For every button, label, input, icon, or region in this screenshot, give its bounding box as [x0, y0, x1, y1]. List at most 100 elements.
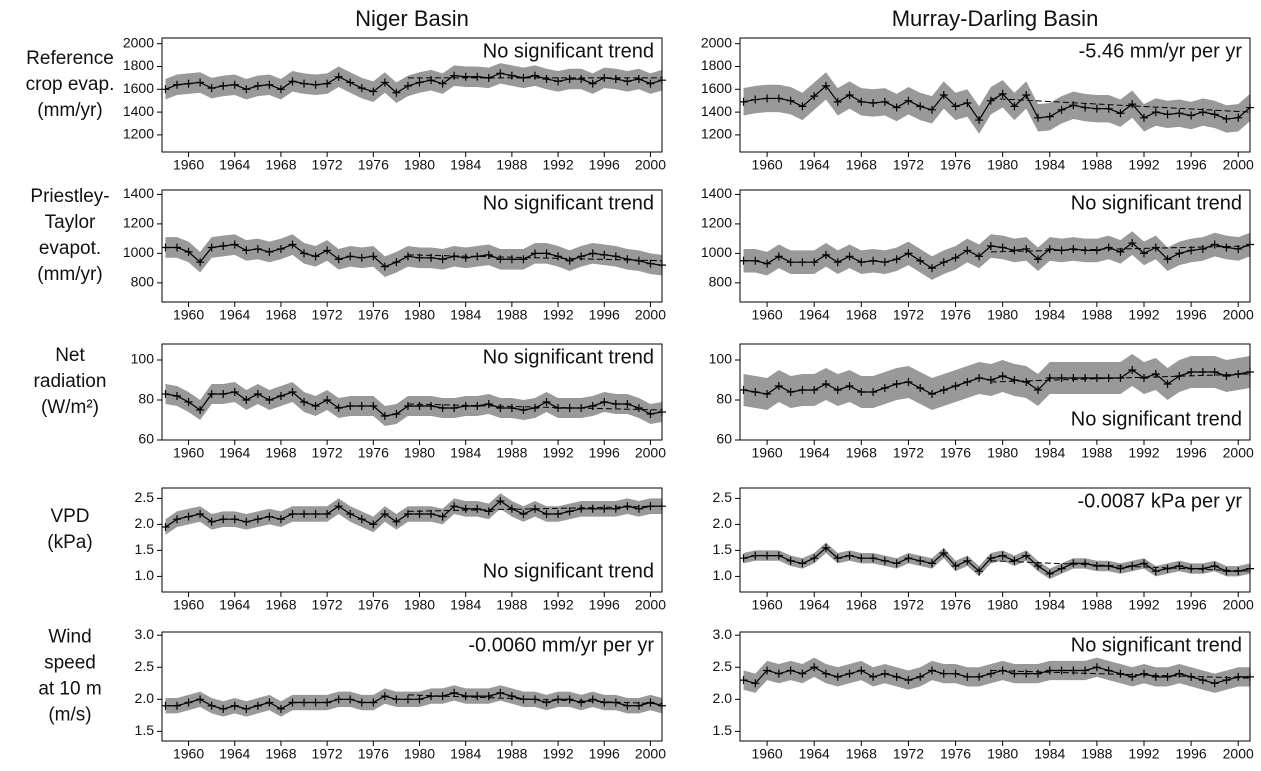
data-marker: [1198, 564, 1207, 573]
data-marker: [461, 692, 470, 701]
data-marker: [975, 672, 984, 681]
data-marker: [821, 543, 830, 552]
x-tick-label: 1960: [752, 307, 783, 323]
x-tick-label: 1996: [1176, 157, 1207, 173]
data-marker: [975, 116, 984, 125]
data-marker: [219, 390, 228, 398]
data-marker: [554, 510, 563, 518]
y-tick-label: 80: [138, 391, 154, 407]
data-marker: [810, 554, 819, 563]
data-marker: [577, 504, 586, 513]
trend-line: [990, 373, 1251, 383]
y-tick-label: 3.0: [135, 626, 155, 642]
data-marker: [173, 80, 182, 89]
data-marker: [857, 388, 866, 396]
data-marker: [963, 556, 972, 565]
data-marker: [369, 252, 378, 261]
x-tick-label: 1960: [173, 445, 204, 461]
x-tick-label: 1980: [404, 307, 435, 323]
x-tick-label: 1988: [1081, 746, 1112, 762]
plot-frame: [161, 343, 663, 441]
x-tick-label: 1968: [846, 597, 877, 613]
uncertainty-band: [165, 685, 662, 717]
data-marker: [1163, 672, 1172, 681]
data-marker: [242, 704, 251, 713]
data-marker: [461, 72, 470, 81]
x-tick-label: 1996: [589, 746, 620, 762]
data-marker: [253, 244, 262, 253]
data-marker: [369, 698, 378, 707]
trend-line: [990, 560, 1251, 572]
annotation: No significant trend: [1071, 192, 1242, 214]
y-tick-label: 1800: [123, 57, 154, 73]
x-tick-label: 1980: [404, 746, 435, 762]
data-marker: [1234, 672, 1243, 681]
y-tick-label: 1400: [701, 185, 732, 201]
data-marker: [927, 559, 936, 568]
x-tick-label: 1996: [589, 307, 620, 323]
data-marker: [798, 258, 807, 267]
data-marker: [196, 406, 205, 414]
x-tick-label: 1996: [1176, 307, 1207, 323]
data-marker: [600, 250, 609, 259]
data-marker: [845, 382, 854, 390]
data-marker: [1151, 672, 1160, 681]
data-marker: [1140, 249, 1148, 258]
x-tick-label: 1976: [940, 597, 971, 613]
data-marker: [927, 666, 936, 675]
data-marker: [1128, 366, 1137, 374]
data-marker: [196, 78, 205, 87]
data-marker: [380, 412, 389, 420]
data-marker: [496, 497, 505, 505]
x-tick-label: 1964: [219, 597, 250, 613]
data-marker: [288, 510, 297, 518]
data-marker: [554, 404, 563, 412]
trend-line: [990, 245, 1251, 253]
data-marker: [300, 398, 309, 406]
data-marker: [276, 244, 285, 253]
data-marker: [565, 256, 574, 265]
x-tick-label: 1992: [542, 307, 573, 323]
row-label: radiation: [34, 371, 107, 392]
x-tick-label: 1976: [358, 597, 389, 613]
y-tick-label: 60: [716, 431, 732, 447]
data-marker: [1234, 113, 1243, 122]
data-marker: [1081, 246, 1090, 255]
data-marker: [1116, 109, 1125, 118]
data-marker: [786, 666, 795, 675]
y-tick-label: 1.5: [135, 722, 155, 738]
data-marker: [739, 256, 748, 265]
annotation: No significant trend: [483, 560, 654, 582]
data-marker: [1057, 374, 1066, 382]
data-marker: [438, 512, 447, 521]
x-tick-label: 1964: [219, 307, 250, 323]
data-marker: [369, 87, 378, 96]
data-marker: [484, 250, 493, 259]
x-tick-label: 1996: [589, 597, 620, 613]
x-tick-label: 1976: [940, 307, 971, 323]
data-marker: [196, 510, 205, 518]
data-marker: [623, 400, 632, 408]
data-marker: [323, 246, 332, 255]
x-tick-label: 1980: [987, 746, 1018, 762]
data-marker: [276, 704, 285, 713]
data-marker: [1057, 105, 1066, 114]
data-marker: [869, 98, 878, 107]
data-marker: [751, 679, 760, 688]
x-tick-label: 1988: [496, 597, 527, 613]
row-label: at 10 m: [38, 679, 101, 700]
data-marker: [1198, 368, 1207, 376]
data-marker: [392, 88, 401, 97]
data-marker: [798, 669, 807, 678]
plot-frame: [161, 487, 663, 593]
row-label: (mm/yr): [37, 264, 102, 285]
x-tick-label: 1976: [940, 746, 971, 762]
data-marker: [634, 75, 643, 84]
row-label: Wind: [48, 627, 91, 648]
x-tick-label: 1964: [799, 157, 830, 173]
data-marker: [496, 688, 505, 697]
y-tick-label: 3.0: [713, 626, 733, 642]
data-marker: [869, 554, 878, 563]
column-title: Niger Basin: [355, 6, 469, 31]
data-marker: [646, 410, 655, 418]
